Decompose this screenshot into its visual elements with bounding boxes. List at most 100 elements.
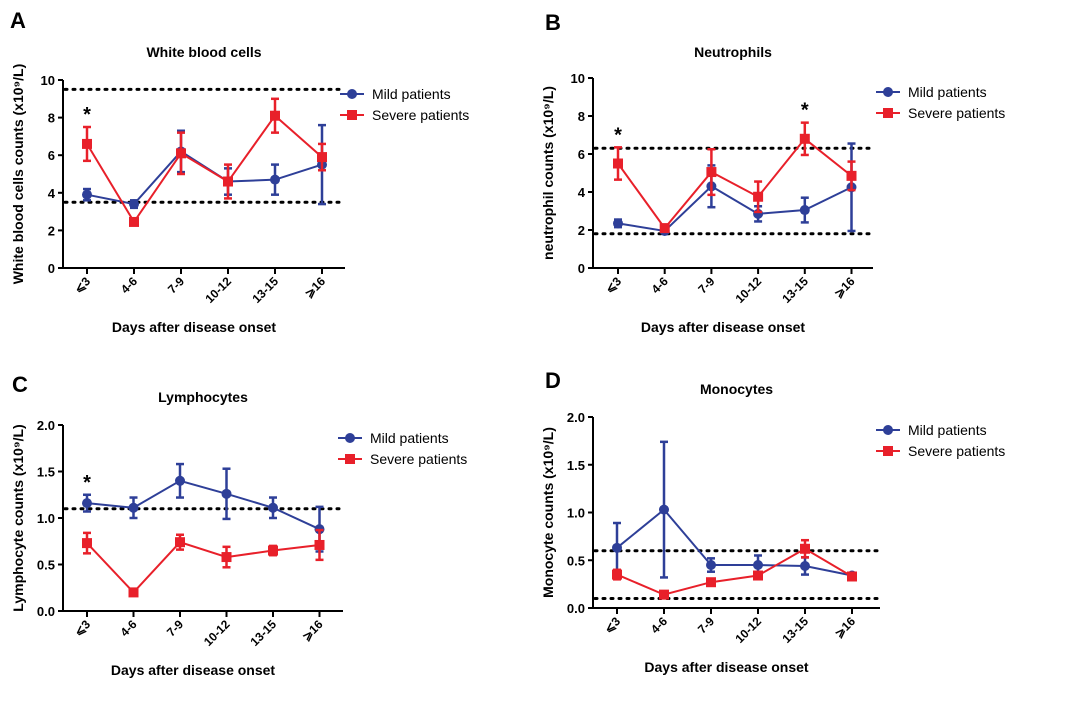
series-line-severe (86, 541, 320, 594)
x-tick-label: 13-15 (250, 274, 282, 306)
y-tick-label: 0 (48, 261, 55, 276)
x-tick-label: 4-6 (649, 274, 671, 296)
legend-label: Mild patients (370, 430, 449, 446)
x-axis-label: Days after disease onset (644, 659, 809, 675)
x-tick-label: 7-9 (695, 614, 717, 636)
series-line-mild (86, 479, 320, 531)
data-point (221, 552, 232, 563)
x-tick-label: 7-9 (165, 274, 187, 296)
y-axis-label: Monocyte counts (x10⁹/L) (540, 427, 556, 598)
data-point (175, 537, 185, 548)
data-point (613, 158, 623, 169)
x-axis-label: Days after disease onset (641, 319, 806, 335)
data-point (82, 498, 92, 509)
y-tick-label: 2 (578, 223, 585, 238)
data-point (270, 174, 280, 185)
data-point (753, 191, 764, 202)
legend-marker (883, 446, 893, 456)
legend-marker (345, 454, 355, 464)
y-tick-label: 0.0 (37, 604, 55, 619)
panel-d: D Monocytes 0.0 0.5 1.0 1.5 2.0 ⩽3 4-6 7-9 10-12 13… (540, 368, 1005, 675)
data-point (128, 502, 139, 513)
x-tick-label: 4-6 (648, 614, 670, 636)
y-tick-label: 2.0 (567, 410, 585, 425)
x-tick-label: ⩾16 (832, 614, 859, 641)
data-point (659, 223, 670, 234)
data-point (128, 587, 139, 598)
data-point (706, 560, 716, 571)
data-point (847, 571, 857, 582)
data-point (317, 152, 327, 163)
data-point (612, 569, 622, 580)
series-line-mild (86, 150, 323, 206)
legend-label: Mild patients (908, 84, 987, 100)
data-point (799, 133, 810, 144)
x-tick-label: 10-12 (733, 614, 765, 646)
x-tick-label: 13-15 (248, 617, 280, 649)
x-tick-label: ⩾16 (299, 617, 326, 644)
x-axis-label: Days after disease onset (112, 319, 277, 335)
y-tick-label: 6 (48, 148, 55, 163)
series-line-mild (617, 185, 852, 233)
data-point (270, 110, 280, 121)
y-tick-label: 1.5 (567, 458, 585, 473)
legend-marker (883, 425, 893, 435)
legend-marker (347, 110, 357, 120)
data-point (314, 539, 325, 550)
y-axis-label: Lymphocyte counts (x10⁹/L) (10, 424, 26, 611)
legend-marker (883, 108, 893, 118)
y-tick-label: 4 (578, 185, 586, 200)
legend-marker (345, 433, 355, 443)
data-point (175, 475, 185, 486)
x-tick-label: 7-9 (695, 274, 717, 296)
legend-label: Mild patients (908, 422, 987, 438)
panel-c: C Lymphocytes 0.0 0.5 1.0 1.5 2.0 ⩽3 4-6 7-9 10-12… (10, 372, 467, 678)
y-tick-label: 0.0 (567, 601, 585, 616)
y-axis-label: White blood cells counts (x10⁹/L) (10, 64, 26, 285)
panel-letter: D (545, 368, 561, 393)
y-tick-label: 2 (48, 223, 55, 238)
x-tick-label: ⩽3 (602, 274, 624, 296)
significance-marker: * (83, 472, 91, 494)
data-point (613, 218, 623, 229)
x-tick-label: ⩽3 (601, 614, 623, 636)
panel-letter: A (10, 8, 26, 33)
legend-label: Severe patients (908, 105, 1005, 121)
data-point (659, 504, 669, 515)
panel-letter: B (545, 10, 561, 35)
y-tick-label: 0 (578, 261, 585, 276)
significance-marker: * (614, 124, 622, 146)
legend-label: Severe patients (372, 107, 469, 123)
x-tick-label: 10-12 (201, 617, 233, 649)
data-point (799, 205, 810, 216)
significance-marker: * (801, 100, 809, 122)
legend-marker (347, 89, 357, 99)
y-tick-label: 0.5 (37, 558, 55, 573)
panel-b: B Neutrophils 0 2 4 6 8 10 ⩽3 4-6 7-9 10-12 13-15 ⩾16… (540, 10, 1005, 335)
data-point (268, 545, 278, 556)
data-point (800, 543, 810, 554)
series-line-severe (617, 137, 853, 230)
data-point (82, 538, 92, 549)
x-tick-label: ⩾16 (831, 274, 858, 301)
series-line-severe (616, 547, 853, 596)
data-point (176, 148, 186, 159)
y-tick-label: 4 (48, 186, 56, 201)
panel-letter: C (12, 372, 28, 397)
y-tick-label: 2.0 (37, 418, 55, 433)
x-axis-label: Days after disease onset (111, 662, 276, 678)
x-tick-label: 13-15 (779, 274, 811, 306)
x-tick-label: 10-12 (203, 274, 235, 306)
data-point (129, 216, 139, 227)
x-tick-label: 10-12 (733, 274, 765, 306)
chart-title: White blood cells (146, 44, 261, 60)
y-tick-label: 6 (578, 147, 585, 162)
legend-label: Severe patients (908, 443, 1005, 459)
data-point (129, 199, 139, 210)
data-point (82, 189, 92, 200)
x-tick-label: 13-15 (780, 614, 812, 646)
series-line-mild (616, 508, 853, 577)
data-point (753, 560, 763, 571)
chart-title: Monocytes (700, 381, 773, 397)
data-point (706, 167, 717, 178)
